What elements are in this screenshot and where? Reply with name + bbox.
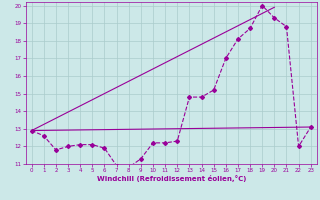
X-axis label: Windchill (Refroidissement éolien,°C): Windchill (Refroidissement éolien,°C) [97, 175, 246, 182]
